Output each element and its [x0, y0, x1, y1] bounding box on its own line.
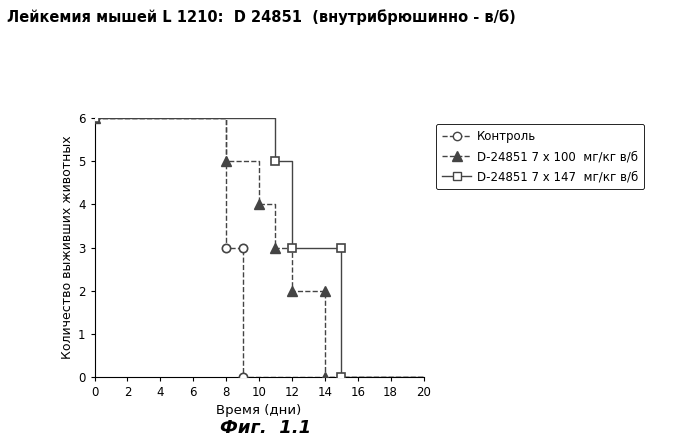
- Text: Лейкемия мышей L 1210:  D 24851  (внутрибрюшинно - в/б): Лейкемия мышей L 1210: D 24851 (внутрибр…: [7, 9, 516, 25]
- Legend: Контроль, D-24851 7 x 100  мг/кг в/б, D-24851 7 x 147  мг/кг в/б: Контроль, D-24851 7 x 100 мг/кг в/б, D-2…: [436, 124, 645, 189]
- Y-axis label: Количество выживших животных: Количество выживших животных: [61, 136, 74, 359]
- X-axis label: Время (дни): Время (дни): [216, 405, 302, 417]
- Text: Фиг.  1.1: Фиг. 1.1: [220, 419, 312, 437]
